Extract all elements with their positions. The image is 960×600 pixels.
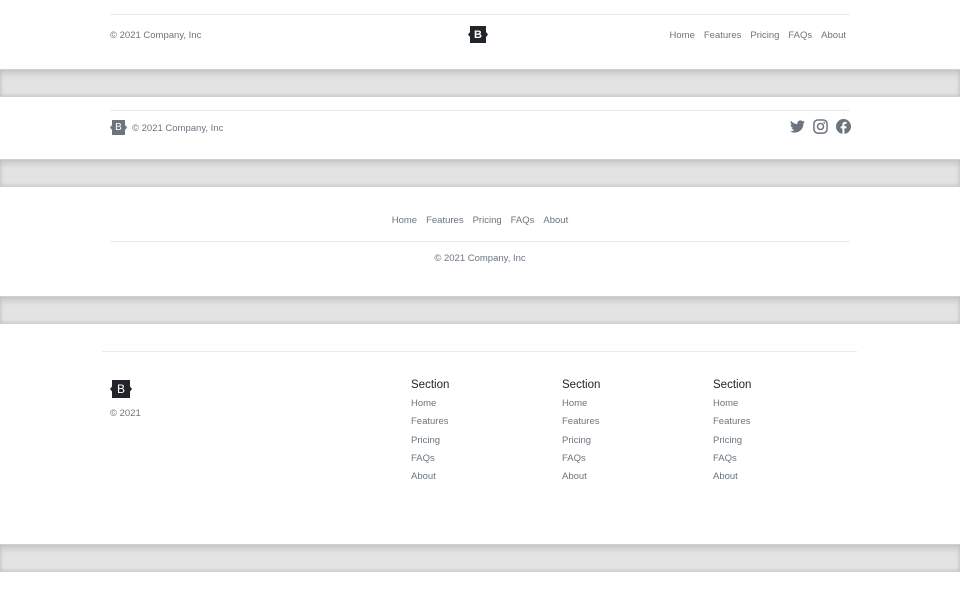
footer4-border [102,351,857,352]
section-divider [0,544,960,572]
section-link-about[interactable]: About [411,471,436,483]
footer4-copyright: © 2021 [110,408,141,419]
section-link-home[interactable]: Home [562,398,588,409]
section-heading: Section [562,379,601,391]
section-link-features[interactable]: Features [713,416,751,428]
section-link-pricing[interactable]: Pricing [713,434,743,446]
section-link-faqs[interactable]: FAQs [562,452,586,464]
nav-pricing[interactable]: Pricing [750,30,780,41]
nav-about[interactable]: About [821,30,846,41]
brand-logo[interactable]: B [468,26,488,43]
footer3-border [110,241,850,242]
footer-section-2: Section Home Features Pricing FAQs About [562,379,600,489]
section-link-faqs[interactable]: FAQs [411,452,435,464]
instagram-icon[interactable] [813,119,828,134]
nav-faqs[interactable]: FAQs [510,215,535,226]
section-heading: Section [411,379,450,391]
section-link-pricing[interactable]: Pricing [411,434,441,446]
section-link-about[interactable]: About [713,471,738,483]
nav-features[interactable]: Features [703,30,742,41]
nav-about[interactable]: About [543,215,569,226]
nav-features[interactable]: Features [426,215,464,226]
section-link-home[interactable]: Home [713,398,739,409]
nav-home[interactable]: Home [669,30,695,41]
section-link-about[interactable]: About [562,471,587,483]
section-link-home[interactable]: Home [411,398,437,409]
footer2-copyright: © 2021 Company, Inc [132,123,224,134]
section-link-features[interactable]: Features [411,416,449,428]
section-divider [0,69,960,97]
footer1-nav: Home Features Pricing FAQs About [670,30,846,41]
footer-section-1: Section Home Features Pricing FAQs About [411,379,449,489]
section-divider [0,159,960,187]
section-heading: Section [713,379,752,391]
footer1-copyright: © 2021 Company, Inc [110,30,202,41]
section-link-faqs[interactable]: FAQs [713,452,737,464]
footer2-border [110,110,850,111]
brand-logo[interactable]: B [110,380,132,398]
social-links [790,119,851,134]
footer3-copyright: © 2021 Company, Inc [434,253,526,264]
section-link-features[interactable]: Features [562,416,600,428]
nav-faqs[interactable]: FAQs [788,30,813,41]
footer3-nav: Home Features Pricing FAQs About [0,215,960,226]
footer-section-3: Section Home Features Pricing FAQs About [713,379,751,489]
twitter-icon[interactable] [790,119,805,134]
brand-logo[interactable]: B [110,120,127,135]
nav-pricing[interactable]: Pricing [472,215,502,226]
nav-home[interactable]: Home [391,215,418,226]
section-divider [0,296,960,324]
footer1-border [110,14,850,15]
facebook-icon[interactable] [836,119,851,134]
section-link-pricing[interactable]: Pricing [562,434,592,446]
